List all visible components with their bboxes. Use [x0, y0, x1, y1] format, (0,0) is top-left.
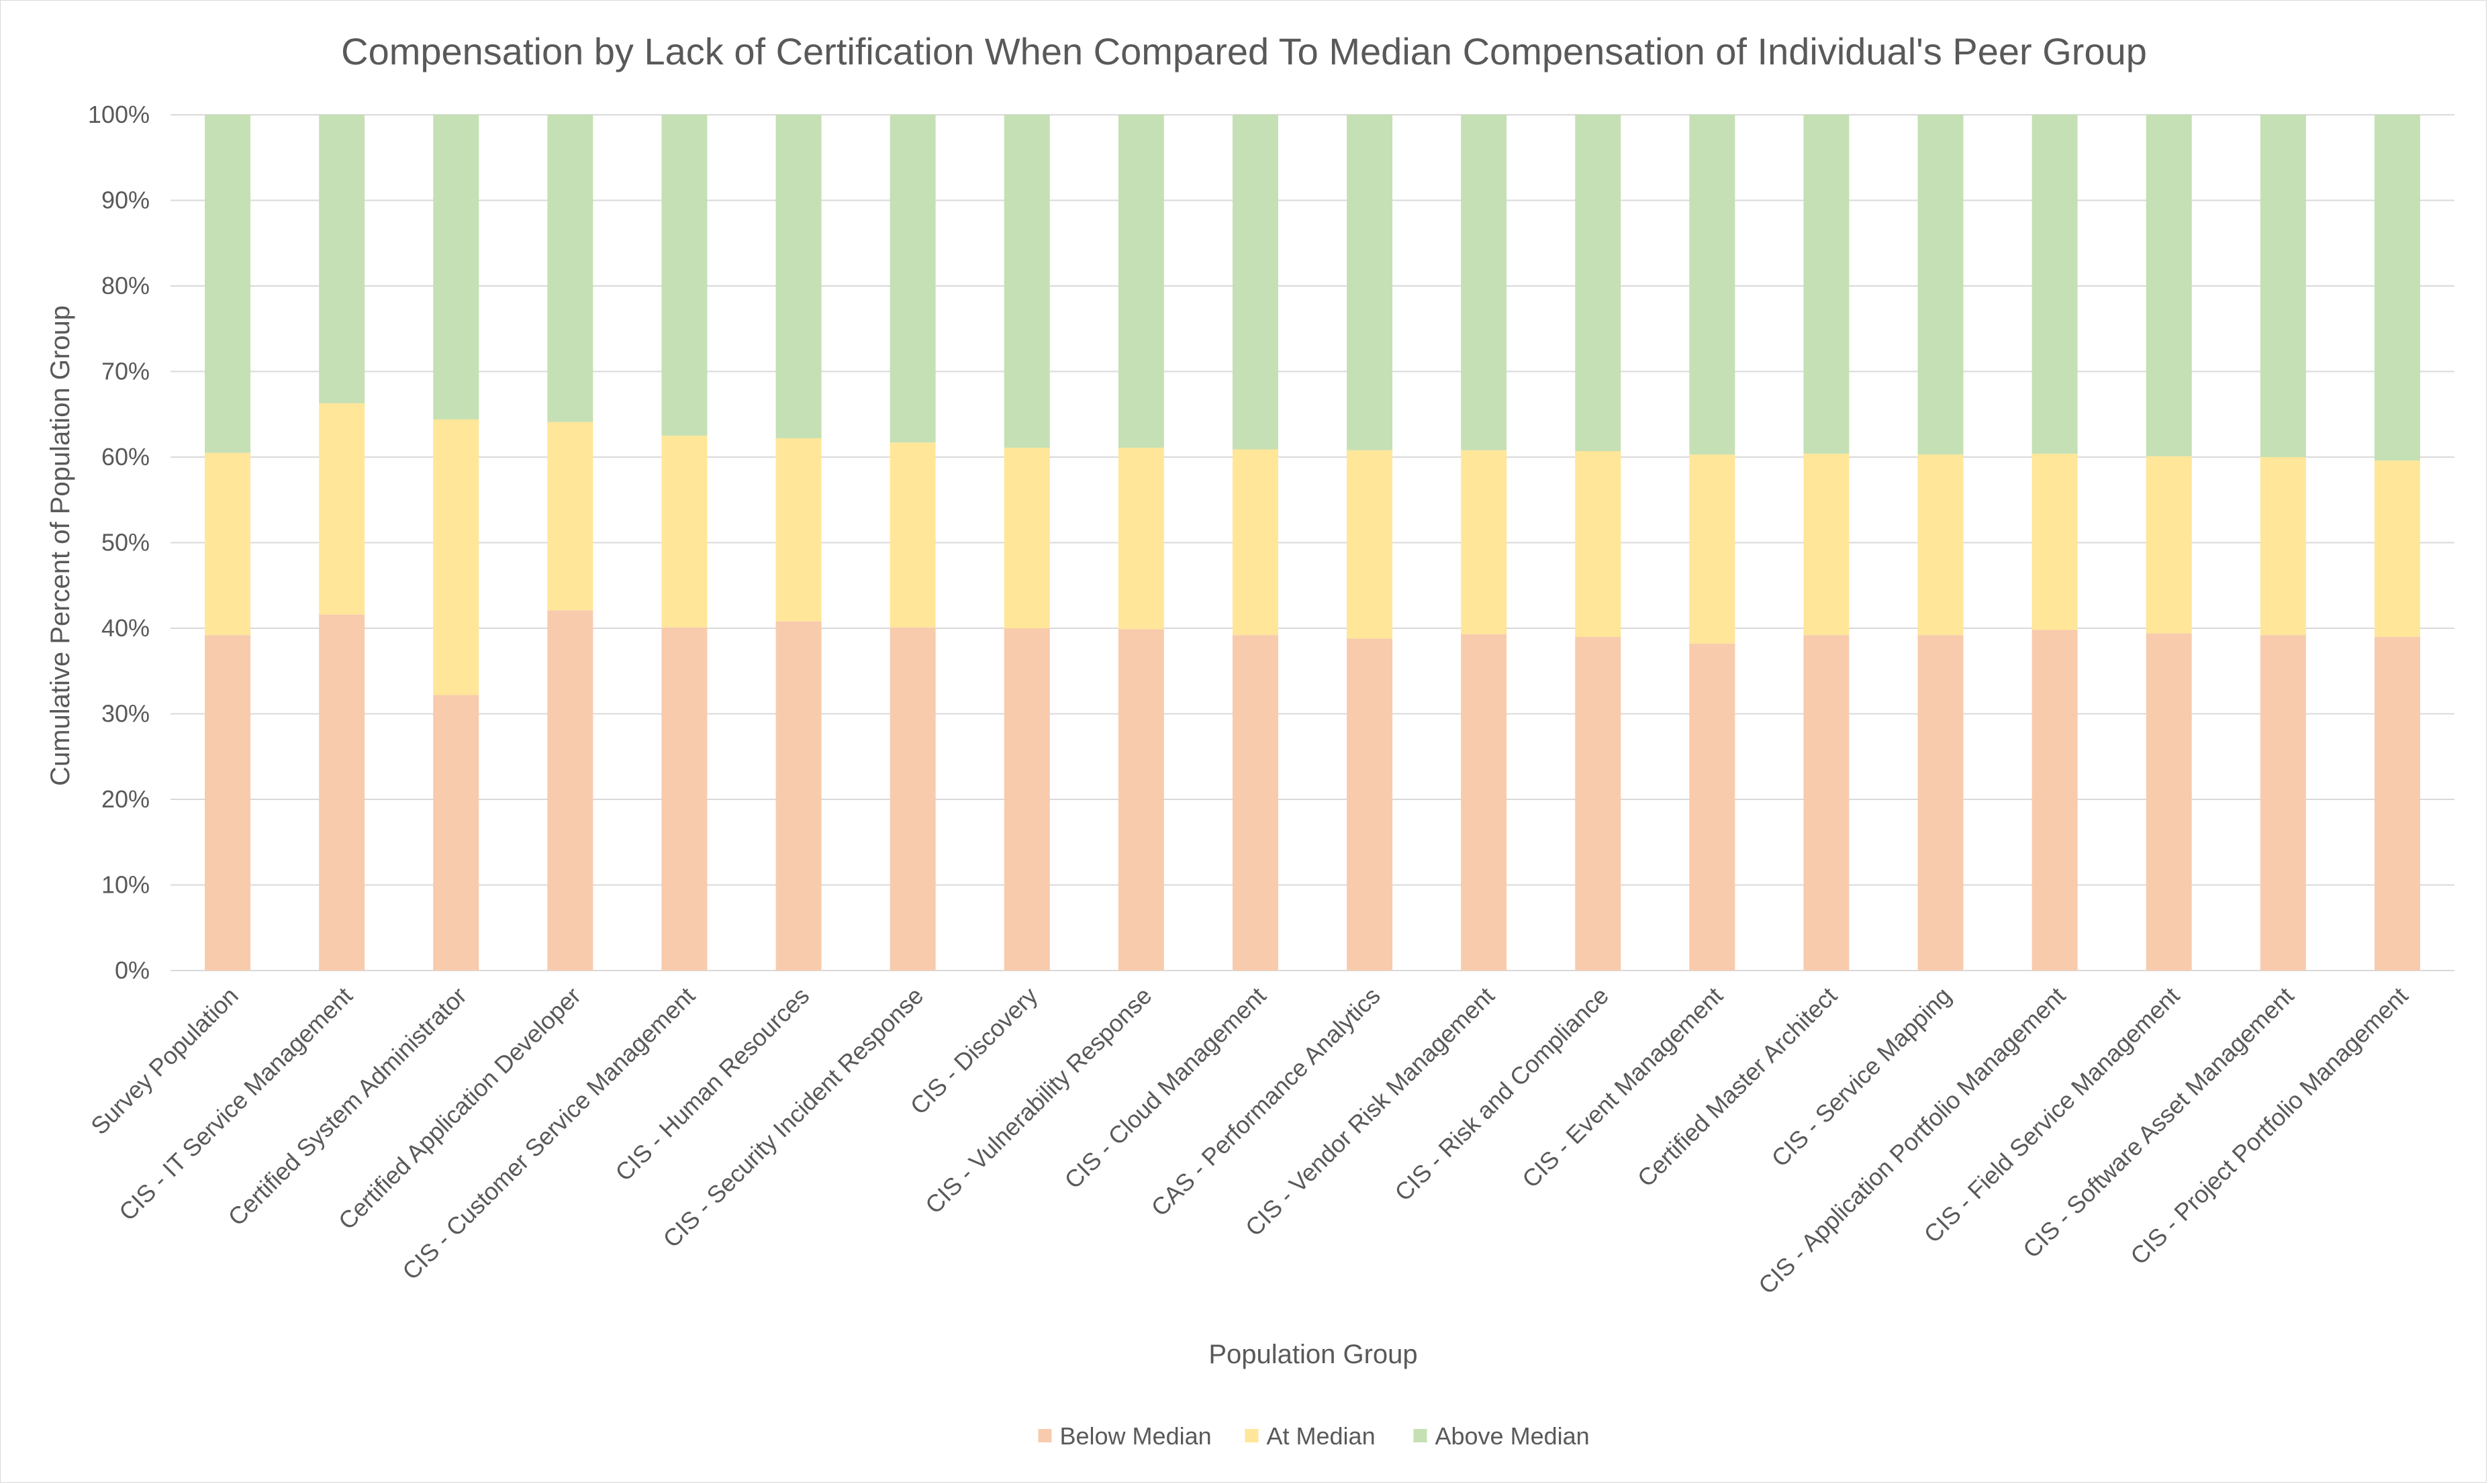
y-axis-ticks: 0% 10% 20% 30% 40% 50% 60% 70% 80% 90% 100%	[88, 101, 150, 984]
bar-below-median	[2031, 630, 2078, 971]
bar-below-median	[775, 621, 822, 971]
bar-below-median	[1347, 638, 1393, 971]
x-tick-label: CIS - Field Service Management	[1919, 982, 2185, 1248]
legend: Below Median At Median Above Median	[1038, 1422, 1590, 1450]
bar-below-median	[1803, 635, 1850, 971]
bar-above-median	[1347, 115, 1393, 450]
bar-above-median	[205, 115, 251, 453]
x-tick-label: Certified System Administrator	[223, 982, 472, 1231]
legend-label: Below Median	[1060, 1422, 1212, 1450]
bar-above-median	[890, 115, 936, 443]
bar-above-median	[547, 115, 593, 422]
bar-at-median	[2374, 460, 2420, 637]
x-tick-label: CIS - Cloud Management	[1059, 982, 1271, 1194]
y-tick-label: 50%	[101, 529, 150, 556]
x-tick-label: CIS - Vulnerability Response	[920, 982, 1157, 1219]
bar-above-median	[1575, 115, 1621, 452]
bar-below-median	[1461, 634, 1507, 971]
x-axis-title: Population Group	[1208, 1340, 1417, 1369]
bar-at-median	[1347, 450, 1393, 639]
bar-at-median	[547, 422, 593, 611]
y-tick-label: 60%	[101, 443, 150, 471]
x-tick-label: Certified Master Architect	[1632, 982, 1842, 1192]
bar-at-median	[1118, 447, 1164, 630]
y-axis-title: Cumulative Percent of Population Group	[46, 305, 75, 786]
bar-at-median	[1575, 451, 1621, 637]
bar-below-median	[1232, 635, 1278, 971]
bar-at-median	[890, 442, 936, 628]
y-tick-label: 40%	[101, 614, 150, 642]
bar-above-median	[1461, 115, 1507, 450]
y-tick-label: 30%	[101, 700, 150, 728]
bar-at-median	[2146, 456, 2192, 634]
x-tick-label: CIS - Risk and Compliance	[1389, 982, 1614, 1207]
bar-above-median	[1004, 115, 1050, 448]
bar-below-median	[2374, 636, 2420, 971]
bar-at-median	[2260, 457, 2306, 636]
bar-above-median	[1689, 115, 1735, 455]
legend-label: At Median	[1267, 1422, 1376, 1450]
x-tick-label: CIS - Human Resources	[610, 982, 814, 1187]
y-tick-label: 100%	[88, 101, 150, 128]
bar-below-median	[547, 610, 593, 971]
legend-swatch	[1038, 1429, 1052, 1442]
bar-below-median	[1004, 628, 1050, 971]
legend-swatch	[1413, 1429, 1427, 1442]
x-tick-label: CIS - IT Service Management	[113, 982, 358, 1226]
bar-at-median	[661, 436, 708, 628]
bar-above-median	[319, 115, 365, 403]
bar-at-median	[433, 419, 479, 695]
bar-at-median	[1689, 454, 1735, 644]
bar-below-median	[2146, 633, 2192, 971]
bar-below-median	[1118, 629, 1164, 971]
legend-label: Above Median	[1435, 1422, 1590, 1450]
bar-above-median	[1803, 115, 1850, 454]
bar-below-median	[1689, 643, 1735, 971]
bar-above-median	[433, 115, 479, 419]
bar-at-median	[1461, 450, 1507, 634]
bar-below-median	[1575, 636, 1621, 971]
y-tick-label: 70%	[101, 358, 150, 385]
bar-below-median	[1917, 635, 1964, 971]
y-tick-label: 20%	[101, 785, 150, 813]
bar-at-median	[1803, 453, 1850, 636]
bar-at-median	[1917, 454, 1964, 636]
y-tick-label: 80%	[101, 272, 150, 299]
x-tick-label: CIS - Vendor Risk Management	[1240, 982, 1500, 1242]
bar-above-median	[1118, 115, 1164, 448]
bar-below-median	[661, 627, 708, 971]
bar-at-median	[775, 438, 822, 622]
bar-below-median	[319, 614, 365, 971]
bars	[205, 115, 2420, 971]
bar-below-median	[2260, 635, 2306, 971]
legend-swatch	[1245, 1429, 1259, 1442]
y-tick-label: 10%	[101, 871, 150, 899]
bar-above-median	[2031, 115, 2078, 454]
bar-above-median	[2146, 115, 2192, 456]
bar-above-median	[2260, 115, 2306, 457]
bar-above-median	[2374, 115, 2420, 461]
bar-at-median	[205, 452, 251, 636]
bar-above-median	[1232, 115, 1278, 450]
x-tick-label: Certified Application Developer	[333, 982, 586, 1235]
x-tick-label: CAS - Performance Analytics	[1145, 982, 1385, 1222]
bar-at-median	[2031, 453, 2078, 630]
chart-title: Compensation by Lack of Certification Wh…	[341, 30, 2147, 72]
gridlines	[171, 114, 2454, 971]
bar-below-median	[433, 695, 479, 971]
y-tick-label: 90%	[101, 187, 150, 214]
bar-below-median	[890, 627, 936, 971]
bar-above-median	[1917, 115, 1964, 455]
bar-above-median	[661, 115, 708, 436]
x-tick-label: CIS - Event Management	[1517, 982, 1728, 1193]
bar-at-median	[1004, 447, 1050, 628]
y-tick-label: 0%	[115, 956, 150, 984]
bar-at-median	[319, 403, 365, 615]
bar-above-median	[775, 115, 822, 438]
bar-below-median	[205, 635, 251, 971]
bar-at-median	[1232, 449, 1278, 636]
